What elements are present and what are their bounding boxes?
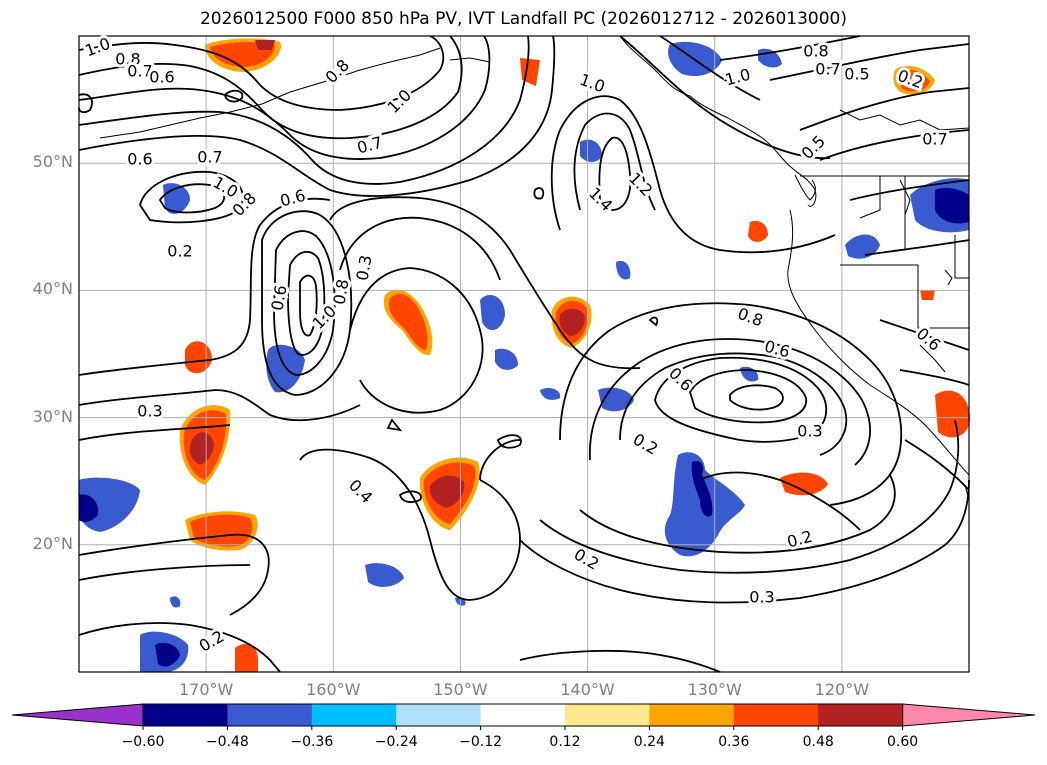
colorbar-bin (480, 704, 566, 726)
ivt-pc-shading (79, 38, 970, 672)
contour-label: 0.7 (922, 130, 947, 149)
colorbar-tick-label: 0.48 (802, 734, 834, 750)
contour-label-halo: 0.7 (197, 148, 222, 167)
colorbar-bin (396, 704, 482, 726)
colorbar-bin (818, 704, 904, 726)
contour-label-halo: 0.3 (137, 402, 162, 421)
latitude-label: 30°N (32, 406, 73, 426)
contour-label-halo: 0.3 (797, 422, 822, 441)
pv-contours (78, 35, 970, 673)
colorbar (11, 703, 1036, 730)
colorbar-bin (227, 704, 313, 726)
contour-label: 0.8 (329, 278, 352, 306)
colorbar-tick-label: −0.48 (205, 734, 249, 750)
colorbar-bin (311, 704, 397, 726)
colorbar-bin (733, 704, 819, 726)
longitude-label: 150°W (433, 680, 488, 699)
contour-label-halo: 0.5 (844, 65, 869, 84)
contour-label-halo: 0.7 (922, 130, 947, 149)
latitude-label: 50°N (32, 152, 73, 172)
contour-label: 0.2 (167, 242, 192, 261)
colorbar-tick-label: −0.12 (459, 734, 503, 750)
contour-label: 0.3 (749, 588, 774, 607)
colorbar-bin (565, 704, 650, 726)
longitude-label: 130°W (687, 680, 742, 699)
longitude-label: 170°W (178, 680, 234, 699)
colorbar-frame (142, 703, 904, 727)
contour-label: 0.3 (352, 254, 375, 282)
contour-label: 0.3 (137, 402, 162, 421)
colorbar-tick-label: 0.60 (887, 734, 919, 750)
colorbar-tick-label: 0.36 (718, 734, 750, 750)
contour-label: 0.6 (267, 284, 290, 312)
longitude-label: 120°W (814, 680, 870, 699)
contour-label-halo: 0.7 (127, 62, 152, 81)
colorbar-bin (649, 704, 735, 726)
contour-label-halo: 0.6 (149, 68, 174, 87)
colorbar-tick-label: 0.24 (633, 734, 665, 750)
latitude-label: 40°N (32, 279, 73, 299)
colorbar-over-extension (902, 703, 1036, 727)
colorbar-tick-label: −0.24 (374, 734, 418, 750)
contour-label-halo: 0.3 (749, 588, 774, 607)
contour-label-halo: 0.8 (803, 42, 828, 61)
contour-label-halo: 0.7 (815, 60, 840, 79)
contour-label-halo: 0.6 (127, 150, 152, 169)
longitude-label: 140°W (560, 680, 615, 699)
colorbar-tick-label: −0.60 (121, 734, 165, 750)
map-frame (78, 35, 970, 673)
colorbar-tick-label: 0.12 (549, 734, 581, 750)
colorbar-tick-label: −0.36 (290, 734, 334, 750)
contour-label: 0.6 (149, 68, 174, 87)
contour-label: 0.7 (127, 62, 152, 81)
contour-label: 0.8 (803, 42, 828, 61)
contour-label-halo: 0.2 (167, 242, 192, 261)
contour-label: 0.3 (797, 422, 822, 441)
contour-label: 0.8 (115, 50, 140, 69)
latitude-label: 20°N (32, 533, 73, 553)
longitude-label: 160°W (306, 680, 361, 699)
contour-label: 0.7 (815, 60, 840, 79)
contour-label: 0.7 (197, 148, 222, 167)
map-title: 2026012500 F000 850 hPa PV, IVT Landfall… (199, 9, 847, 29)
contour-label-halo: 0.8 (329, 278, 352, 306)
contour-label: 0.5 (844, 65, 869, 84)
contour-label-halo: 0.8 (115, 50, 140, 69)
colorbar-under-extension (11, 703, 144, 727)
coastlines (99, 35, 970, 501)
contour-label: 0.6 (127, 150, 152, 169)
colorbar-bin (143, 704, 228, 726)
